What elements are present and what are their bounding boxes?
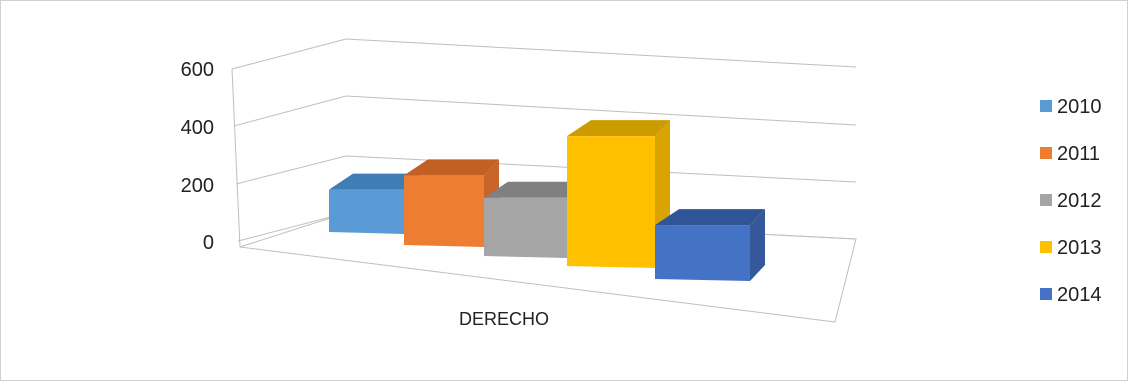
legend-label: 2013 <box>1057 237 1102 259</box>
bar-side-2014 <box>750 209 765 281</box>
gridline-600 <box>231 38 347 70</box>
legend-label: 2010 <box>1057 96 1102 118</box>
y-tick-labels: 600 400 200 0 <box>181 59 214 254</box>
y-axis-line <box>231 68 241 248</box>
gridline-400-back <box>345 95 857 126</box>
gridline-200 <box>235 155 347 185</box>
bar-front-2013 <box>567 136 655 268</box>
legend-item-2013: 2013 <box>1040 237 1102 259</box>
gridline-600-back <box>345 38 857 68</box>
legend-item-2010: 2010 <box>1040 96 1102 118</box>
y-tick-label: 200 <box>181 175 214 197</box>
gridline-400 <box>233 95 347 127</box>
bar-top-2013 <box>567 120 670 137</box>
bar-2013 <box>567 120 670 268</box>
floor-front-edge <box>239 246 836 323</box>
gridline-0 <box>237 212 347 242</box>
y-tick-label: 600 <box>181 59 214 81</box>
gridlines <box>231 38 857 323</box>
y-tick-label: 0 <box>203 232 214 254</box>
legend-label: 2014 <box>1057 284 1102 306</box>
bar-2014 <box>655 209 765 281</box>
bar-front-2012 <box>484 197 567 258</box>
bar-top-2014 <box>655 209 765 226</box>
legend-swatch <box>1040 147 1052 159</box>
bar-front-2014 <box>655 225 750 281</box>
legend-label: 2012 <box>1057 190 1102 212</box>
bar-front-2011 <box>404 175 484 247</box>
legend-label: 2011 <box>1057 143 1100 165</box>
bars <box>329 120 765 281</box>
legend: 2010 2011 2012 2013 2014 <box>1040 96 1102 306</box>
bar-front-2010 <box>329 189 404 234</box>
legend-item-2011: 2011 <box>1040 143 1100 165</box>
y-tick-label: 400 <box>181 117 214 139</box>
legend-swatch <box>1040 100 1052 112</box>
bar-top-2012 <box>484 181 582 198</box>
legend-item-2014: 2014 <box>1040 284 1102 306</box>
bar-top-2010 <box>329 173 419 190</box>
legend-swatch <box>1040 241 1052 253</box>
x-category-label: DERECHO <box>459 309 549 329</box>
legend-swatch <box>1040 194 1052 206</box>
bar-top-2011 <box>404 159 499 176</box>
legend-item-2012: 2012 <box>1040 190 1102 212</box>
legend-swatch <box>1040 288 1052 300</box>
